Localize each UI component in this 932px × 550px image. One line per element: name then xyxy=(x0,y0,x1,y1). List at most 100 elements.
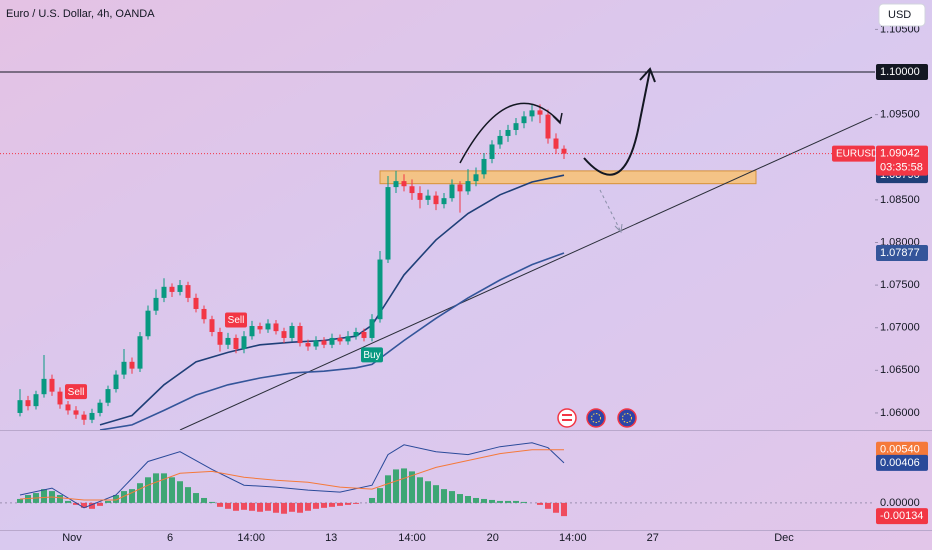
candle-body xyxy=(553,138,559,149)
candle-body xyxy=(129,361,135,369)
candle-body xyxy=(161,286,167,298)
histogram-bar xyxy=(497,500,503,503)
histogram-bar xyxy=(321,502,327,508)
y-tick-label: 1.07000 xyxy=(880,322,920,334)
histogram-bar xyxy=(201,497,207,503)
candle-body xyxy=(97,402,103,413)
candle-body xyxy=(361,331,367,338)
candle-body xyxy=(393,181,399,188)
candle-body xyxy=(497,135,503,145)
macd-tag-label: 0.00540 xyxy=(880,444,920,456)
eu-flag-icon[interactable] xyxy=(617,408,637,428)
line-series xyxy=(19,449,564,501)
candle-body xyxy=(233,337,239,350)
us-flag-icon[interactable] xyxy=(557,408,577,428)
histogram-bar xyxy=(129,489,135,503)
histogram-bar xyxy=(409,471,415,503)
candle-body xyxy=(257,326,263,330)
arrow-head xyxy=(639,67,656,83)
histogram-bar xyxy=(73,502,79,505)
histogram-bar xyxy=(345,502,351,505)
last-price-box xyxy=(876,145,928,176)
candle-body xyxy=(529,110,535,117)
signal-label: Sell xyxy=(68,387,85,398)
x-tick-label: 27 xyxy=(647,532,659,544)
drawings xyxy=(459,67,656,234)
x-tick-label: 14:00 xyxy=(559,532,587,544)
histogram-bar xyxy=(561,502,567,517)
x-tick-label: Nov xyxy=(62,532,82,544)
candle-body xyxy=(153,297,159,311)
macd-tag-label: 0.00406 xyxy=(880,457,920,469)
x-tick-label: 14:00 xyxy=(237,532,265,544)
candle-body xyxy=(265,323,271,330)
candle-body xyxy=(297,326,303,344)
flag-stripe xyxy=(562,414,572,416)
candle-body xyxy=(457,184,463,192)
candle-body xyxy=(209,319,215,332)
price-pane: Sell Sell Buy xyxy=(0,71,875,430)
signal-label: Buy xyxy=(363,350,380,361)
arrow-head xyxy=(552,112,563,125)
histogram-bar xyxy=(481,498,487,503)
eu-flag-icon[interactable] xyxy=(586,408,606,428)
histogram-bar xyxy=(521,501,527,503)
histogram-bar xyxy=(65,500,71,503)
histogram-bar xyxy=(281,502,287,514)
candle-body xyxy=(241,336,247,350)
eu-stars xyxy=(591,413,601,423)
histogram-bar xyxy=(385,475,391,503)
histogram-bar xyxy=(241,502,247,510)
candle-body xyxy=(513,123,519,130)
candle-body xyxy=(473,174,479,182)
candle-body xyxy=(329,337,335,345)
candle-body xyxy=(337,337,343,342)
histogram-bar xyxy=(89,502,95,509)
candle-body xyxy=(25,400,31,407)
candle-body xyxy=(377,259,383,320)
histogram-bar xyxy=(81,502,87,508)
candle-body xyxy=(169,286,175,292)
candle-body xyxy=(201,308,207,320)
currency-button[interactable] xyxy=(878,3,926,27)
candle-body xyxy=(49,378,55,392)
candle-body xyxy=(17,400,23,413)
candle-body xyxy=(57,391,63,405)
histogram-bar xyxy=(121,491,127,503)
ma-tag-box xyxy=(876,244,928,261)
histogram-bar xyxy=(57,495,63,503)
candle-body xyxy=(113,374,119,390)
histogram-bar xyxy=(417,477,423,503)
candle-body xyxy=(521,116,527,124)
histogram-bar xyxy=(161,473,167,503)
histogram-bar xyxy=(41,489,47,503)
candle-body xyxy=(481,158,487,175)
histogram-bar xyxy=(249,502,255,511)
candle-body xyxy=(489,144,495,159)
candle-body xyxy=(401,181,407,187)
histogram-bar xyxy=(289,502,295,512)
histogram-bar xyxy=(449,491,455,503)
macd-tag-box xyxy=(876,454,928,471)
candle-body xyxy=(345,336,351,342)
dashed-arrow xyxy=(599,189,621,231)
supply-zone xyxy=(379,170,757,185)
arrow-head xyxy=(614,223,623,234)
candle-body xyxy=(281,331,287,338)
candle-body xyxy=(177,285,183,292)
histogram-bar xyxy=(369,497,375,503)
histogram-bar xyxy=(401,468,407,503)
candle-body xyxy=(145,310,151,337)
histogram-bar xyxy=(193,493,199,503)
histogram-bar xyxy=(513,500,519,503)
histogram-bar xyxy=(169,477,175,503)
histogram-bar xyxy=(545,502,551,509)
flag-stripe xyxy=(562,419,572,421)
histogram-bar xyxy=(297,502,303,513)
y-tick-label: 1.06500 xyxy=(880,364,920,376)
candle-body xyxy=(417,193,423,200)
candle-body xyxy=(537,110,543,115)
histogram-bar xyxy=(313,502,319,509)
histogram-bar xyxy=(217,502,223,507)
